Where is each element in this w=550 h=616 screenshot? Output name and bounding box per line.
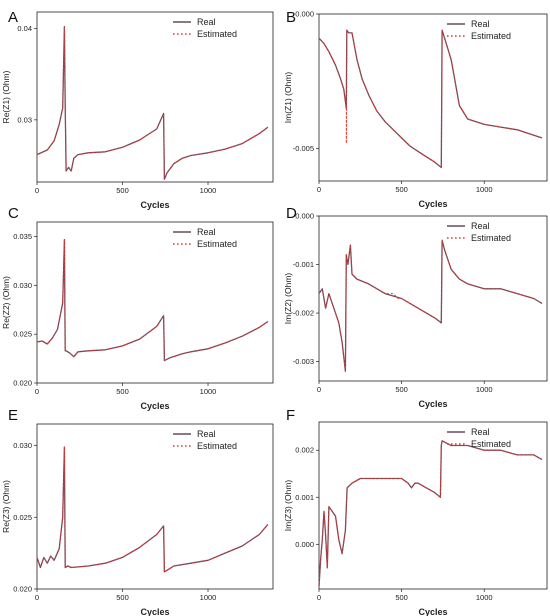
panel-label: F <box>286 407 295 424</box>
series-line-real <box>36 238 269 362</box>
y-tick-label: 0.030 <box>13 441 32 450</box>
y-tick-label: -0.003 <box>293 357 314 366</box>
legend-label: Real <box>471 221 490 231</box>
y-tick-label: 0.030 <box>13 281 32 290</box>
legend-label: Real <box>471 19 490 29</box>
y-axis-label: Re(Z1) (Ohm) <box>1 70 11 123</box>
panel-label: A <box>8 9 18 26</box>
x-axis-label: Cycles <box>418 399 447 409</box>
y-tick-label: 0.04 <box>17 24 32 33</box>
legend-label: Real <box>197 17 216 27</box>
y-tick-label: 0.020 <box>13 585 32 594</box>
series-line-estimated <box>36 446 269 573</box>
panel-e: E 0 500 1000 0.020 0.025 0.030 Cycles Re(Z3) (Oh… <box>1 407 274 616</box>
plot-frame <box>318 421 548 590</box>
x-tick-label: 500 <box>116 387 129 396</box>
panel-label: C <box>8 205 19 222</box>
x-tick-label: 0 <box>35 387 39 396</box>
legend-label: Estimated <box>197 29 237 39</box>
y-axis-label: Re(Z2) (Ohm) <box>1 276 11 329</box>
x-tick-label: 1000 <box>476 593 493 602</box>
x-tick-label: 500 <box>395 593 408 602</box>
legend-label: Estimated <box>471 233 511 243</box>
panel-f: F 0 500 1000 0.000 0.001 0.002 Cycles Im(Z3) (Oh… <box>283 407 548 616</box>
x-tick-label: 1000 <box>476 385 493 394</box>
x-tick-label: 0 <box>317 385 321 394</box>
panel-b: B 0 500 1000 -0.005 0.000 Cycles Im(Z1) (Ohm) Re… <box>283 9 548 209</box>
plot-frame <box>318 13 548 182</box>
series-line-estimated <box>318 29 543 169</box>
series-line-real <box>36 25 269 180</box>
y-tick-label: 0.035 <box>13 232 32 241</box>
x-tick-label: 1000 <box>200 387 217 396</box>
panel-a: A 0 500 1000 0.03 0.04 Cycles Re(Z1) (Ohm) Real E… <box>1 9 274 210</box>
plot-frame <box>36 11 274 183</box>
series-line-estimated <box>36 26 269 180</box>
x-tick-label: 500 <box>116 186 129 195</box>
panel-c: C 0 500 1000 0.020 0.025 0.030 0.035 Cycles Re(Z2… <box>1 205 274 411</box>
y-axis-label: Im(Z2) (Ohm) <box>283 273 293 325</box>
y-tick-label: 0.03 <box>17 115 32 124</box>
y-tick-label: -0.002 <box>293 309 314 318</box>
y-tick-label: -0.001 <box>293 260 314 269</box>
x-tick-label: 1000 <box>200 593 217 602</box>
y-tick-label: 0.025 <box>13 330 32 339</box>
x-tick-label: 0 <box>35 593 39 602</box>
x-tick-label: 0 <box>317 593 321 602</box>
panel-d: D 0 500 1000 -0.003 -0.002 -0.001 0.000 Cycles Im… <box>283 205 548 409</box>
legend-label: Estimated <box>197 441 237 451</box>
x-axis-label: Cycles <box>140 200 169 210</box>
x-tick-label: 0 <box>35 186 39 195</box>
plot-frame <box>318 215 548 382</box>
y-tick-label: 0.000 <box>295 10 314 19</box>
x-tick-label: 500 <box>116 593 129 602</box>
plot-frame <box>36 423 274 590</box>
y-tick-label: 0.000 <box>295 212 314 221</box>
legend-label: Real <box>471 427 490 437</box>
x-axis-label: Cycles <box>418 199 447 209</box>
x-axis-label: Cycles <box>140 401 169 411</box>
panel-label: B <box>286 9 296 26</box>
legend-label: Estimated <box>471 31 511 41</box>
y-tick-label: 0.020 <box>13 379 32 388</box>
series-line-estimated <box>36 239 269 362</box>
x-tick-label: 1000 <box>476 185 493 194</box>
series-line-real <box>318 239 543 372</box>
series-line-real <box>318 29 543 169</box>
legend-label: Estimated <box>471 439 511 449</box>
y-tick-label: 0.002 <box>295 446 314 455</box>
panel-label: E <box>8 407 18 424</box>
x-axis-label: Cycles <box>418 607 447 616</box>
x-tick-label: 500 <box>395 185 408 194</box>
x-tick-label: 1000 <box>200 186 217 195</box>
series-line-estimated <box>318 239 543 372</box>
x-tick-label: 0 <box>317 185 321 194</box>
y-tick-label: 0.025 <box>13 513 32 522</box>
x-tick-label: 500 <box>395 385 408 394</box>
series-line-real <box>36 446 269 573</box>
series-line-real <box>318 440 543 587</box>
y-axis-label: Re(Z3) (Ohm) <box>1 480 11 533</box>
y-axis-label: Im(Z3) (Ohm) <box>283 480 293 532</box>
y-axis-label: Im(Z1) (Ohm) <box>283 72 293 124</box>
panel-label: D <box>286 205 297 222</box>
legend-label: Real <box>197 429 216 439</box>
legend-label: Real <box>197 227 216 237</box>
x-axis-label: Cycles <box>140 607 169 616</box>
series-line-estimated <box>318 440 543 587</box>
legend-label: Estimated <box>197 239 237 249</box>
y-tick-label: 0.001 <box>295 493 314 502</box>
y-tick-label: 0.000 <box>295 540 314 549</box>
plot-frame <box>36 221 274 384</box>
y-tick-label: -0.005 <box>293 144 314 153</box>
